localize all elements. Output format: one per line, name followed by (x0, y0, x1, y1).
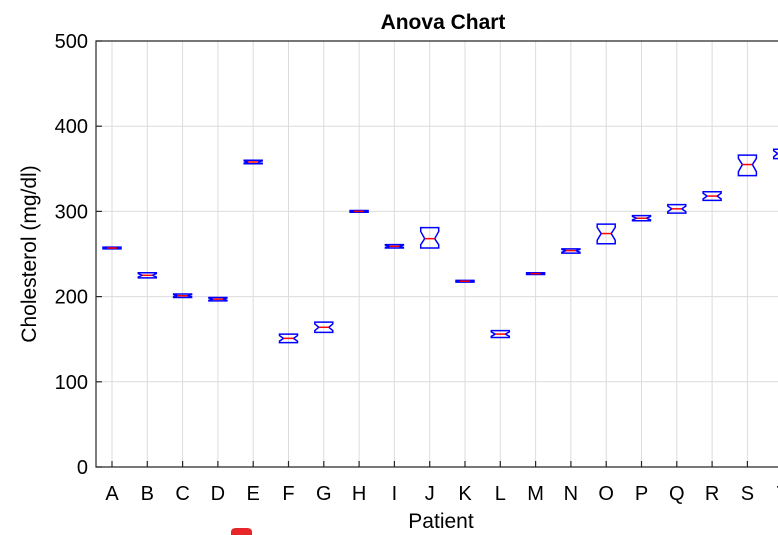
boxplot-a (102, 246, 122, 250)
x-tick-label: G (316, 483, 332, 505)
x-tick-label: S (741, 483, 754, 505)
boxplot-r (702, 191, 722, 202)
box-outline (772, 148, 778, 160)
x-tick-label: C (175, 483, 189, 505)
boxplots (102, 148, 778, 344)
box-outline (314, 321, 334, 334)
x-tick-label: E (247, 483, 260, 505)
grid (96, 41, 778, 467)
y-tick-label: 300 (55, 201, 88, 223)
box-outline (137, 271, 158, 279)
box-outline (384, 243, 405, 249)
boxplot-c (172, 293, 193, 299)
x-tick-label: L (495, 483, 506, 505)
x-tick-label: N (564, 483, 578, 505)
box-outline (455, 279, 475, 283)
x-tick-label: H (352, 483, 366, 505)
x-tick-label: J (425, 483, 435, 505)
boxplot-e (243, 159, 263, 165)
boxplot-b (137, 271, 158, 279)
boxplot-f (278, 333, 299, 344)
boxplot-s (737, 154, 758, 177)
boxplot-p (631, 214, 652, 222)
box-outline (349, 209, 369, 214)
boxplot-d (208, 296, 228, 302)
x-tick-label: B (141, 483, 154, 505)
x-tick-label: F (282, 483, 294, 505)
red-marker (231, 528, 252, 535)
box-outline (525, 271, 546, 276)
box-outline (208, 296, 228, 302)
x-tick-label: T (777, 483, 778, 505)
x-axis-label: Patient (408, 510, 474, 533)
box-outline (667, 203, 687, 214)
x-tick-label: A (105, 483, 119, 505)
chart-title: Anova Chart (381, 11, 506, 34)
box-outline (490, 329, 511, 339)
x-tick-label: P (635, 483, 648, 505)
x-tick-label: K (458, 483, 472, 505)
box-outline (631, 214, 652, 222)
box-outline (172, 293, 193, 299)
boxplot-m (525, 271, 546, 276)
boxplot-i (384, 243, 405, 249)
y-ticks: 0 100 200 300 400 500 (55, 31, 102, 479)
plot-frame (95, 40, 778, 468)
box-outline (561, 248, 581, 254)
y-tick-label: 500 (55, 31, 88, 53)
box-outline (737, 154, 758, 177)
box-outline (596, 223, 616, 245)
box-outline (102, 246, 122, 250)
boxplot-q (667, 203, 687, 214)
x-tick-label: O (598, 483, 614, 505)
x-tick-label: I (392, 483, 398, 505)
boxplot-g (314, 321, 334, 334)
y-tick-label: 0 (77, 457, 88, 479)
boxplot-j (419, 226, 440, 249)
axes (95, 40, 778, 468)
boxplot-k (455, 279, 475, 283)
box-outline (278, 333, 299, 344)
box-outline (243, 159, 263, 165)
x-tick-label: Q (669, 483, 685, 505)
boxplot-t (772, 148, 778, 160)
x-tick-label: D (211, 483, 225, 505)
y-tick-label: 100 (55, 372, 88, 394)
y-tick-label: 200 (55, 287, 88, 309)
boxplot-h (349, 209, 369, 214)
x-tick-label: R (705, 483, 719, 505)
box-outline (702, 191, 722, 202)
y-tick-label: 400 (55, 116, 88, 138)
x-tick-label: M (527, 483, 544, 505)
boxplot-n (561, 248, 581, 254)
box-outline (419, 226, 440, 249)
y-axis-label: Cholesterol (mg/dl) (18, 165, 41, 342)
boxplot-l (490, 329, 511, 339)
boxplot-o (596, 223, 616, 245)
